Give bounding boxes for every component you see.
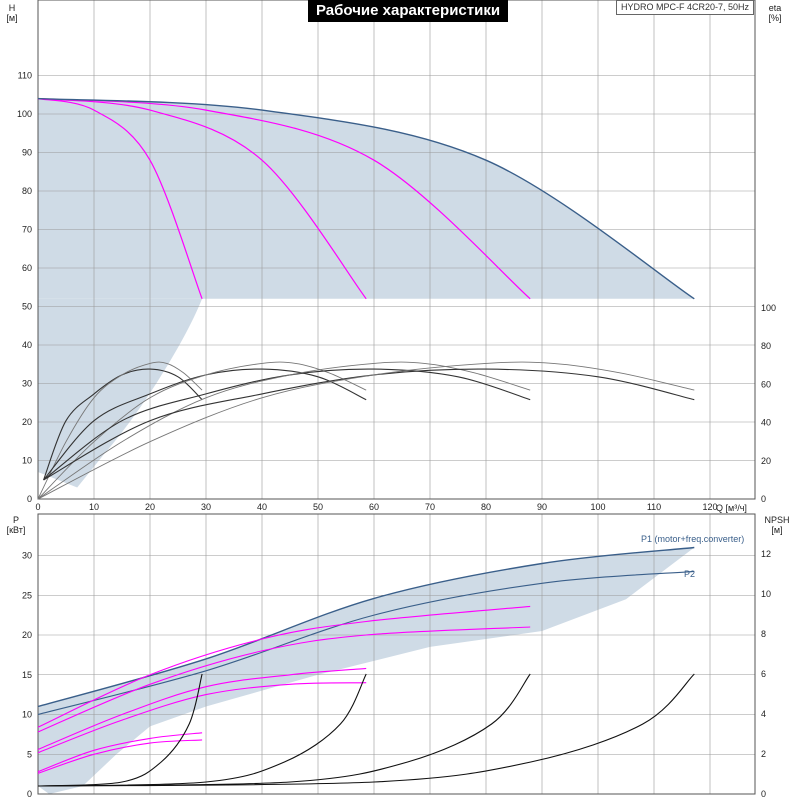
p-tick-label: 15 (22, 670, 32, 680)
model-label: HYDRO MPC-F 4CR20-7, 50Hz (615, 0, 754, 15)
y-left-tick-label: 60 (22, 263, 32, 273)
y-left-tick-label: 50 (22, 302, 32, 312)
x-tick-label: 40 (257, 502, 267, 512)
p-tick-label: 30 (22, 551, 32, 561)
y-left-label-top: H [м] (6, 3, 18, 23)
bottom-frame (37, 513, 756, 795)
efficiency-curve (37, 361, 695, 500)
y-left-tick-label: 80 (22, 186, 32, 196)
y-left-tick-label: 70 (22, 225, 32, 235)
pump-power-curve (37, 732, 203, 773)
efficiency-curve (37, 361, 203, 500)
npsh-tick-label: 8 (761, 629, 766, 639)
y-right-tick-label: 80 (761, 341, 771, 351)
y-left-tick-label: 110 (18, 71, 32, 81)
y-left-tick-label: 40 (22, 340, 32, 350)
npsh-tick-label: 10 (761, 589, 771, 599)
pump-power-curve (37, 667, 367, 751)
p-tick-label: 20 (22, 630, 32, 640)
y-left-tick-label: 90 (22, 148, 32, 158)
head-curve-4 (37, 97, 695, 300)
x-tick-label: 0 (35, 502, 40, 512)
y-right-tick-label: 20 (761, 456, 771, 466)
p2-curve (37, 570, 695, 716)
x-tick-label: 100 (590, 502, 605, 512)
x-tick-label: 80 (481, 502, 491, 512)
x-tick-label: 60 (369, 502, 379, 512)
y-right-tick-label: 60 (761, 379, 771, 389)
x-label: Q [м³/ч] (716, 503, 747, 513)
x-tick-label: 90 (537, 502, 547, 512)
x-tick-label: 70 (425, 502, 435, 512)
p1-label: P1 (motor+freq.converter) (641, 534, 744, 544)
x-tick-label: 50 (313, 502, 323, 512)
p-tick-label: 25 (22, 590, 32, 600)
npsh-tick-label: 12 (761, 549, 771, 559)
y-right-label-bottom: NPSH [м] (764, 515, 790, 535)
head-curve-1 (37, 98, 203, 300)
y-left-tick-label: 0 (27, 494, 32, 504)
y-left-tick-label: 30 (22, 379, 32, 389)
top-frame (37, 0, 756, 500)
y-right-tick-label: 40 (761, 418, 771, 428)
head-curve-2 (37, 98, 367, 300)
npsh-curve (37, 673, 695, 787)
p-tick-label: 10 (22, 710, 32, 720)
y-right-tick-label: 0 (761, 494, 766, 504)
npsh-tick-label: 0 (761, 789, 766, 799)
head-curve-3 (37, 98, 531, 300)
p-tick-label: 5 (27, 749, 32, 759)
npsh-curve (37, 673, 203, 787)
x-tick-label: 120 (702, 502, 717, 512)
pump-power-curve (37, 605, 531, 728)
x-tick-label: 110 (647, 502, 661, 512)
pump-power-curve (37, 682, 367, 754)
p-tick-label: 0 (27, 789, 32, 799)
x-tick-label: 30 (201, 502, 211, 512)
y-left-tick-label: 10 (22, 456, 32, 466)
head-envelope (38, 98, 695, 299)
npsh-tick-label: 4 (761, 709, 766, 719)
npsh-tick-label: 6 (761, 669, 766, 679)
x-tick-label: 20 (145, 502, 155, 512)
y-right-label-top: eta [%] (768, 3, 782, 23)
x-tick-label: 10 (89, 502, 99, 512)
npsh-tick-label: 2 (761, 749, 766, 759)
y-left-label-bottom: P [кВт] (6, 515, 26, 535)
power-envelope (38, 547, 695, 794)
y-left-tick-label: 20 (22, 417, 32, 427)
y-right-tick-label: 100 (761, 303, 776, 313)
pump-power-curve (37, 626, 531, 733)
chart-title: Рабочие характеристики (308, 0, 509, 22)
y-left-tick-label: 100 (17, 109, 32, 119)
p2-label: P2 (684, 569, 695, 579)
efficiency-envelope (38, 298, 203, 488)
